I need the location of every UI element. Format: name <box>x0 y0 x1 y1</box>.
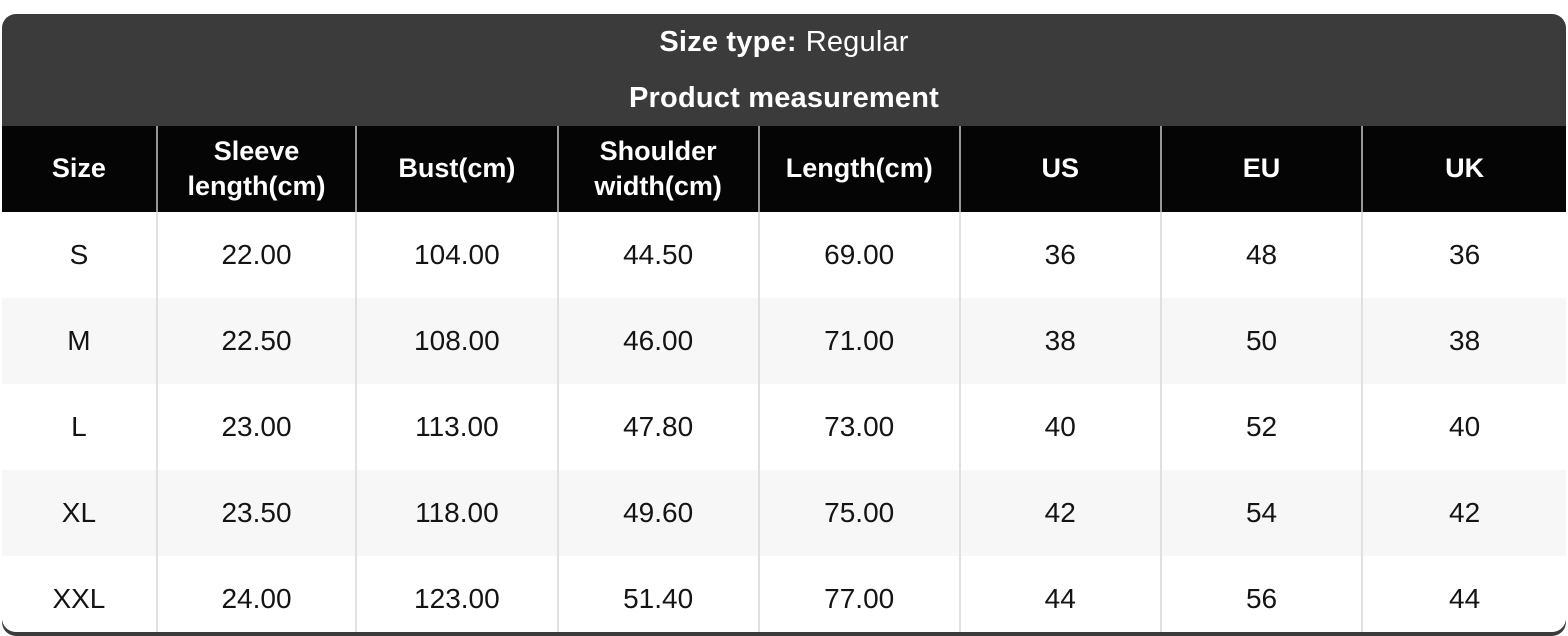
table-row: XL 23.50 118.00 49.60 75.00 42 54 42 <box>2 470 1566 556</box>
table-row: M 22.50 108.00 46.00 71.00 38 50 38 <box>2 298 1566 384</box>
value-cell: 44 <box>1362 556 1566 632</box>
column-header-eu: EU <box>1160 126 1364 212</box>
value-cell: 108.00 <box>356 298 559 384</box>
column-header-size: Size <box>2 126 158 212</box>
table-row: S 22.00 104.00 44.50 69.00 36 48 36 <box>2 212 1566 298</box>
value-cell: 123.00 <box>356 556 559 632</box>
size-cell: L <box>2 384 158 470</box>
size-chart-header-band: Size type: Regular Product measurement <box>2 14 1566 126</box>
value-cell: 23.50 <box>156 470 358 556</box>
value-cell: 69.00 <box>758 212 961 298</box>
column-header-length-cm: Length(cm) <box>758 126 961 212</box>
value-cell: 73.00 <box>758 384 961 470</box>
value-cell: 46.00 <box>557 298 760 384</box>
size-table-body: S 22.00 104.00 44.50 69.00 36 48 36 M 22.50 108.00… <box>2 212 1566 632</box>
value-cell: 50 <box>1160 298 1364 384</box>
value-cell: 36 <box>959 212 1162 298</box>
value-cell: 47.80 <box>557 384 760 470</box>
value-cell: 44.50 <box>557 212 760 298</box>
value-cell: 22.00 <box>156 212 358 298</box>
value-cell: 54 <box>1160 470 1364 556</box>
size-cell: S <box>2 212 158 298</box>
value-cell: 42 <box>959 470 1162 556</box>
size-cell: M <box>2 298 158 384</box>
size-type-label: Size type: <box>659 25 797 58</box>
size-table-head: Size Sleeve length(cm) Bust(cm) Shoulder wi… <box>2 126 1566 212</box>
column-header-bust-cm: Bust(cm) <box>356 126 559 212</box>
product-measurement-title: Product measurement <box>629 81 939 114</box>
size-type-value: Regular <box>805 25 909 58</box>
value-cell: 38 <box>1362 298 1566 384</box>
size-chart-panel: Size type: Regular Product measurement Si… <box>2 14 1566 636</box>
value-cell: 40 <box>959 384 1162 470</box>
table-row: L 23.00 113.00 47.80 73.00 40 52 40 <box>2 384 1566 470</box>
table-row: XXL 24.00 123.00 51.40 77.00 44 56 44 <box>2 556 1566 632</box>
size-table: Size Sleeve length(cm) Bust(cm) Shoulder wi… <box>2 126 1566 632</box>
value-cell: 77.00 <box>758 556 961 632</box>
value-cell: 56 <box>1160 556 1364 632</box>
value-cell: 71.00 <box>758 298 961 384</box>
column-header-us: US <box>959 126 1162 212</box>
size-type-line: Size type: Regular <box>2 14 1566 70</box>
value-cell: 113.00 <box>356 384 559 470</box>
column-header-shoulder-width-cm: Shoulder width(cm) <box>557 126 760 212</box>
header-row: Size Sleeve length(cm) Bust(cm) Shoulder wi… <box>2 126 1566 212</box>
value-cell: 40 <box>1362 384 1566 470</box>
size-cell: XXL <box>2 556 158 632</box>
value-cell: 22.50 <box>156 298 358 384</box>
size-cell: XL <box>2 470 158 556</box>
value-cell: 24.00 <box>156 556 358 632</box>
value-cell: 38 <box>959 298 1162 384</box>
value-cell: 36 <box>1362 212 1566 298</box>
value-cell: 51.40 <box>557 556 760 632</box>
value-cell: 48 <box>1160 212 1364 298</box>
value-cell: 42 <box>1362 470 1566 556</box>
column-header-uk: UK <box>1362 126 1566 212</box>
value-cell: 118.00 <box>356 470 559 556</box>
column-header-sleeve-length-cm: Sleeve length(cm) <box>156 126 358 212</box>
value-cell: 44 <box>959 556 1162 632</box>
value-cell: 104.00 <box>356 212 559 298</box>
value-cell: 49.60 <box>557 470 760 556</box>
value-cell: 52 <box>1160 384 1364 470</box>
value-cell: 23.00 <box>156 384 358 470</box>
measurement-table-wrapper: Size Sleeve length(cm) Bust(cm) Shoulder wi… <box>2 126 1566 632</box>
value-cell: 75.00 <box>758 470 961 556</box>
